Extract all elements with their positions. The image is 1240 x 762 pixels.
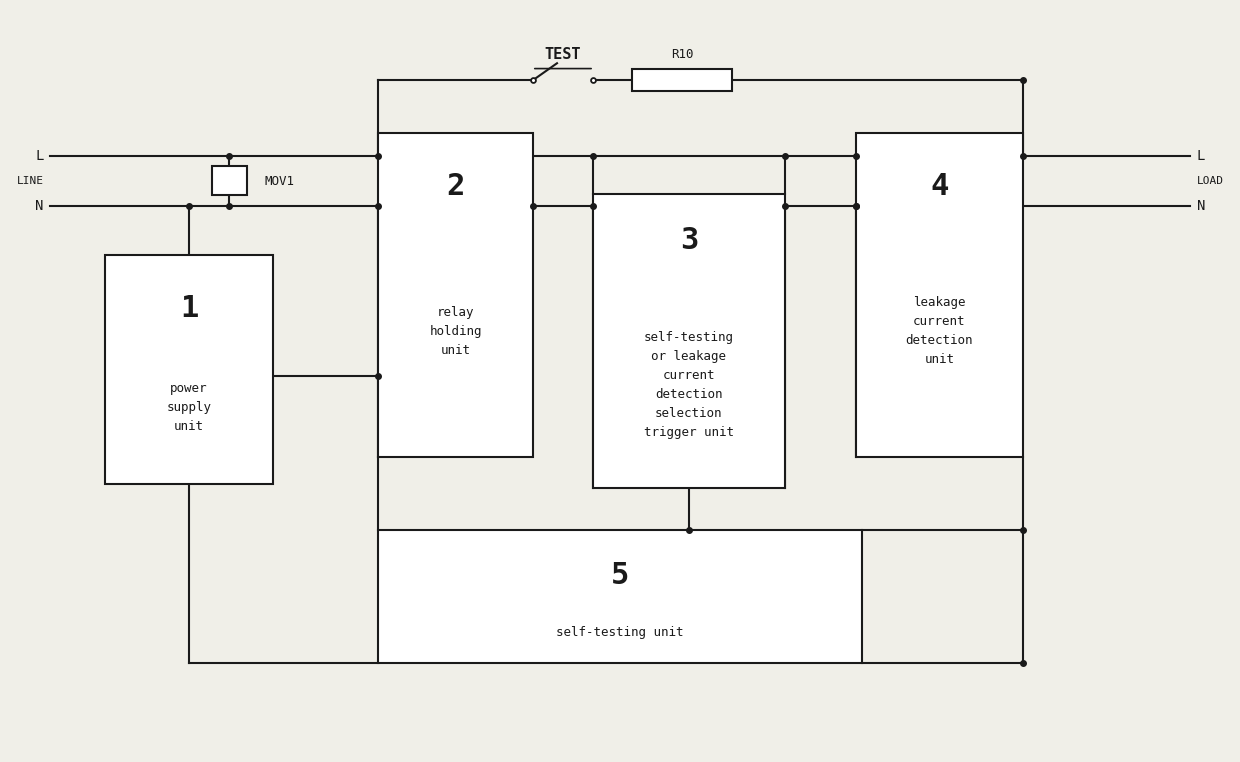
Text: power
supply
unit: power supply unit	[166, 383, 212, 433]
Text: 5: 5	[611, 561, 629, 590]
Text: self-testing
or leakage
current
detection
selection
trigger unit: self-testing or leakage current detectio…	[644, 331, 734, 439]
Text: R10: R10	[671, 48, 693, 62]
Text: self-testing unit: self-testing unit	[557, 626, 683, 639]
Bar	[856, 133, 1023, 457]
Text: L: L	[1197, 149, 1205, 163]
Text: TEST: TEST	[544, 47, 582, 62]
Text: MOV1: MOV1	[264, 174, 294, 188]
Text: 1: 1	[180, 294, 198, 323]
Text: LINE: LINE	[16, 176, 43, 186]
Bar	[378, 530, 862, 663]
Text: 4: 4	[930, 172, 949, 201]
Text: 3: 3	[680, 226, 698, 255]
Text: N: N	[1197, 199, 1205, 213]
Text: L: L	[35, 149, 43, 163]
Text: 2: 2	[446, 172, 465, 201]
Bar	[212, 167, 247, 196]
Bar	[593, 194, 785, 488]
Text: N: N	[35, 199, 43, 213]
Bar	[632, 69, 732, 91]
Text: relay
holding
unit: relay holding unit	[429, 306, 482, 357]
Text: leakage
current
detection
unit: leakage current detection unit	[905, 296, 973, 367]
Bar	[378, 133, 533, 457]
Text: LOAD: LOAD	[1197, 176, 1224, 186]
Bar	[105, 255, 273, 484]
